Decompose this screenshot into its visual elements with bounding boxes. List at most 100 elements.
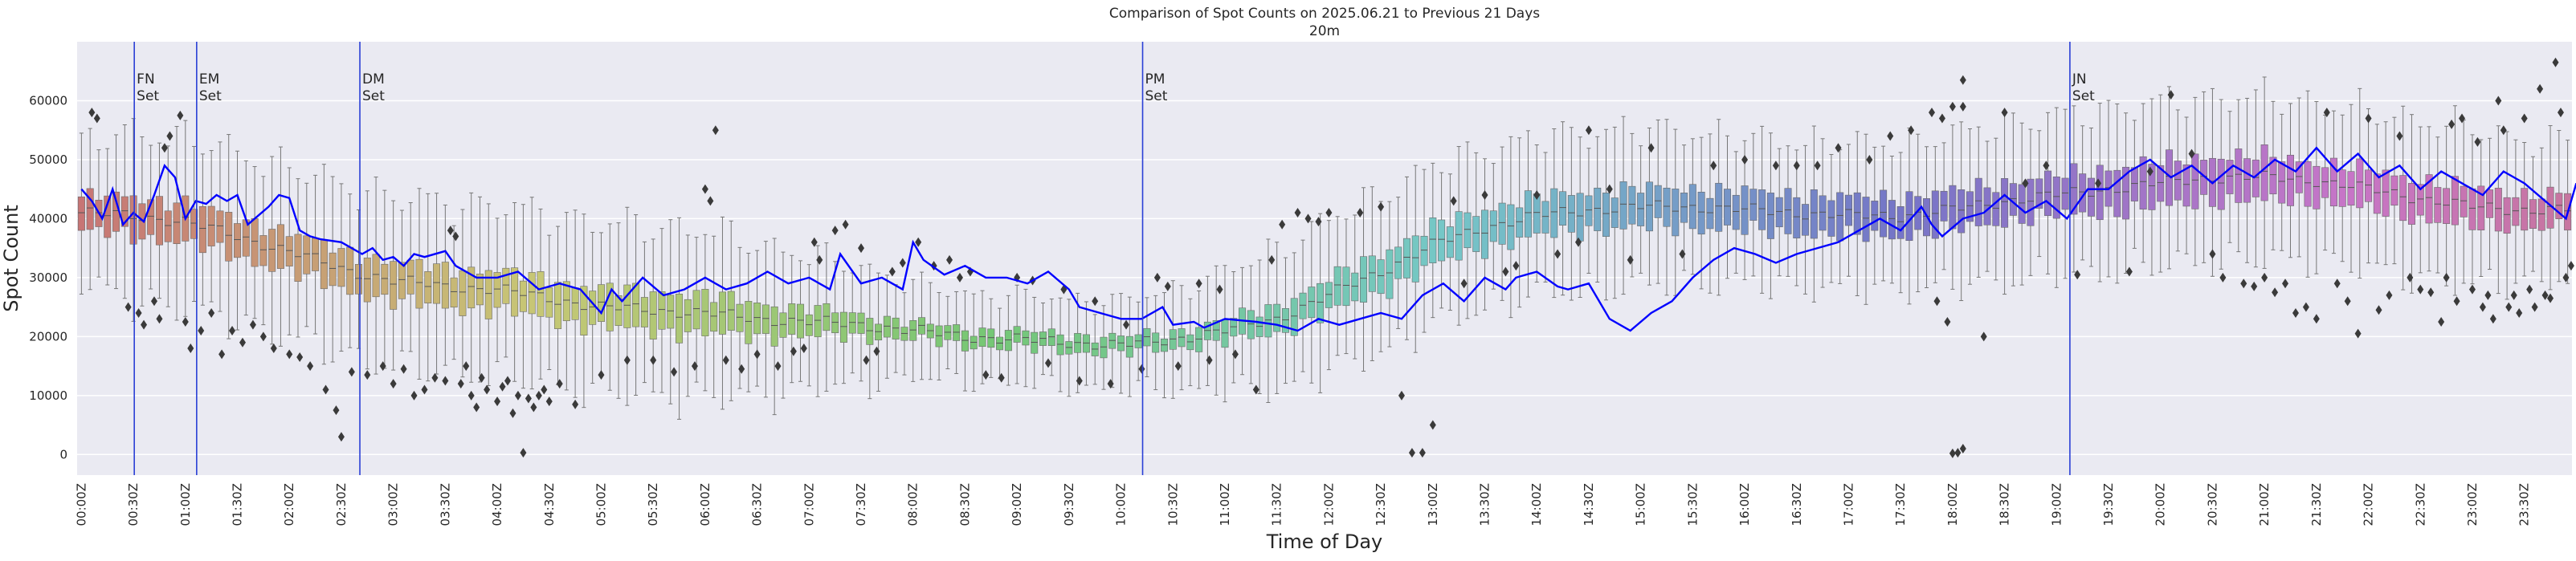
outlier-point: [1908, 125, 1915, 136]
box: [2555, 193, 2563, 220]
box: [866, 318, 874, 345]
outlier-point: [753, 349, 761, 360]
box: [1672, 189, 1680, 237]
outlier-point: [520, 448, 527, 458]
box: [1697, 191, 1705, 235]
box: [1567, 195, 1575, 233]
event-marker-label: EM: [199, 71, 219, 87]
box: [823, 303, 831, 331]
current-day-line: [80, 146, 2576, 332]
outlier-point: [2484, 290, 2492, 300]
event-marker-sublabel: Set: [199, 88, 222, 104]
outlier-point: [530, 402, 537, 413]
box: [1594, 187, 1602, 231]
box: [614, 295, 623, 326]
outlier-point: [1627, 254, 1634, 265]
box: [1784, 188, 1792, 234]
x-tick-label: 08:30Z: [957, 483, 972, 526]
outlier-point: [1092, 296, 1099, 307]
box: [1802, 204, 1810, 236]
box: [104, 195, 112, 238]
outlier-point: [998, 372, 1005, 383]
box: [1793, 197, 1801, 238]
outlier-point: [2375, 305, 2382, 315]
box: [1472, 216, 1480, 252]
outlier-point: [1357, 208, 1364, 218]
outlier-point: [650, 355, 657, 365]
box: [770, 306, 778, 347]
outlier-point: [572, 399, 579, 409]
box: [1880, 189, 1888, 238]
box: [2157, 165, 2165, 202]
outlier-point: [156, 314, 163, 324]
box: [1013, 326, 1021, 343]
box: [1611, 197, 1619, 228]
box: [1281, 308, 1289, 333]
box: [2269, 157, 2277, 195]
outlier-point: [270, 344, 277, 354]
box: [2537, 198, 2545, 231]
box: [147, 199, 155, 235]
box: [493, 272, 501, 308]
outlier-point: [1502, 266, 1509, 277]
box: [138, 203, 146, 240]
box: [2329, 157, 2337, 207]
outlier-point: [982, 370, 990, 380]
box: [337, 248, 345, 287]
box: [1974, 177, 1982, 226]
box: [1862, 197, 1870, 242]
box: [198, 206, 206, 254]
box: [935, 325, 943, 348]
outlier-point: [2510, 290, 2517, 300]
box: [77, 196, 85, 231]
outlier-point: [2443, 272, 2450, 283]
box: [2200, 160, 2208, 195]
x-tick-label: 06:00Z: [698, 483, 712, 526]
y-tick-label: 20000: [29, 329, 67, 344]
x-tick-label: 03:30Z: [438, 483, 452, 526]
box: [1308, 287, 1316, 319]
box: [1074, 333, 1082, 353]
box: [1741, 185, 1749, 235]
outlier-point: [2043, 161, 2050, 171]
outlier-point: [93, 113, 100, 124]
box: [234, 223, 242, 258]
outlier-point: [1076, 376, 1083, 386]
outlier-point: [2292, 307, 2299, 318]
box: [1446, 226, 1454, 258]
box: [2512, 197, 2520, 226]
box: [1992, 192, 2000, 226]
box: [1775, 197, 1783, 228]
outlier-point: [473, 402, 480, 413]
outlier-point: [2537, 83, 2544, 94]
x-tick-label: 03:00Z: [386, 483, 401, 526]
box: [2130, 167, 2138, 201]
box: [2226, 160, 2234, 194]
box: [1853, 192, 1861, 235]
outlier-point: [2479, 302, 2486, 312]
box: [1715, 182, 1723, 232]
box: [1489, 210, 1497, 242]
outlier-point: [125, 302, 132, 312]
box: [727, 291, 735, 331]
box: [164, 210, 172, 242]
outlier-point: [623, 355, 631, 365]
box: [2035, 178, 2043, 209]
box: [1031, 331, 1039, 354]
outlier-point: [1164, 281, 1171, 291]
outlier-point: [1419, 448, 1426, 458]
outlier-point: [701, 184, 708, 194]
box: [2260, 144, 2268, 201]
box: [259, 235, 267, 266]
outlier-point: [863, 355, 870, 365]
box: [1758, 189, 1766, 230]
box: [1464, 212, 1472, 249]
outlier-point: [166, 131, 174, 141]
box: [216, 210, 224, 243]
box: [1481, 209, 1489, 259]
box: [1325, 282, 1333, 308]
outlier-point: [2516, 307, 2523, 318]
box: [1888, 200, 1896, 240]
x-tick-label: 13:00Z: [1426, 483, 1440, 526]
box: [649, 291, 657, 339]
